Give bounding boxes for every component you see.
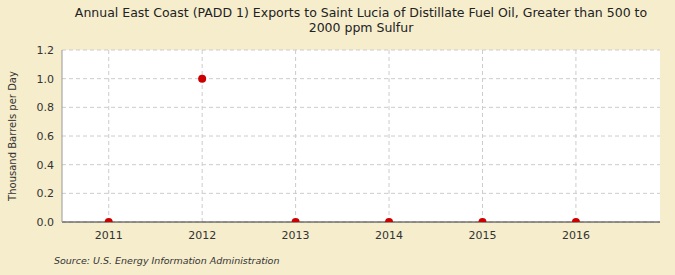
title: Annual East Coast (PADD 1) Exports to Sa…	[75, 5, 647, 35]
point	[478, 218, 486, 222]
x-tick-label: 2014	[375, 229, 403, 242]
x-grid-line	[575, 50, 576, 222]
point	[105, 218, 113, 222]
point	[572, 218, 580, 222]
y-grid-line	[62, 193, 660, 194]
y-axis-label: Thousand Barrels per Day	[7, 71, 18, 202]
background	[0, 0, 675, 275]
point	[198, 75, 206, 83]
x-tick-label: 2012	[188, 229, 216, 242]
points	[105, 75, 580, 222]
y-tick-label: 0.8	[37, 101, 55, 114]
plot-area	[62, 50, 660, 222]
x-grid-line	[389, 50, 390, 222]
y-tick-label: 0.2	[37, 187, 55, 200]
x-tick-label: 2016	[562, 229, 590, 242]
title-line: Annual East Coast (PADD 1) Exports to Sa…	[75, 5, 647, 20]
y-grid-line	[62, 50, 660, 51]
point	[385, 218, 393, 222]
y-grid-line	[62, 222, 660, 223]
y-grid-line	[62, 78, 660, 79]
x-tick-label: 2013	[282, 229, 310, 242]
title-line: 2000 ppm Sulfur	[309, 20, 414, 35]
x-tick-label: 2015	[468, 229, 496, 242]
grid	[62, 50, 660, 222]
x-grid-line	[108, 50, 109, 222]
source-note: Source: U.S. Energy Information Administ…	[54, 255, 279, 266]
x-grid-line	[482, 50, 483, 222]
chart: 0.0 0.2 0.4 0.6 0.8 1.0 1.2 2011 2012 2013 2014 201…	[0, 0, 675, 275]
point	[292, 218, 300, 222]
y-tick-label: 0.4	[37, 159, 55, 172]
y-tick-label: 0.6	[37, 130, 55, 143]
y-grid-line	[62, 136, 660, 137]
y-grid-line	[62, 164, 660, 165]
y-grid-line	[62, 107, 660, 108]
x-tick-label: 2011	[95, 229, 123, 242]
x-axis-line	[62, 222, 660, 223]
y-axis-line	[62, 50, 63, 222]
x-grid-line	[295, 50, 296, 222]
y-tick-label: 0.0	[37, 216, 55, 229]
y-tick-label: 1.0	[37, 73, 55, 86]
y-tick-label: 1.2	[37, 44, 55, 57]
